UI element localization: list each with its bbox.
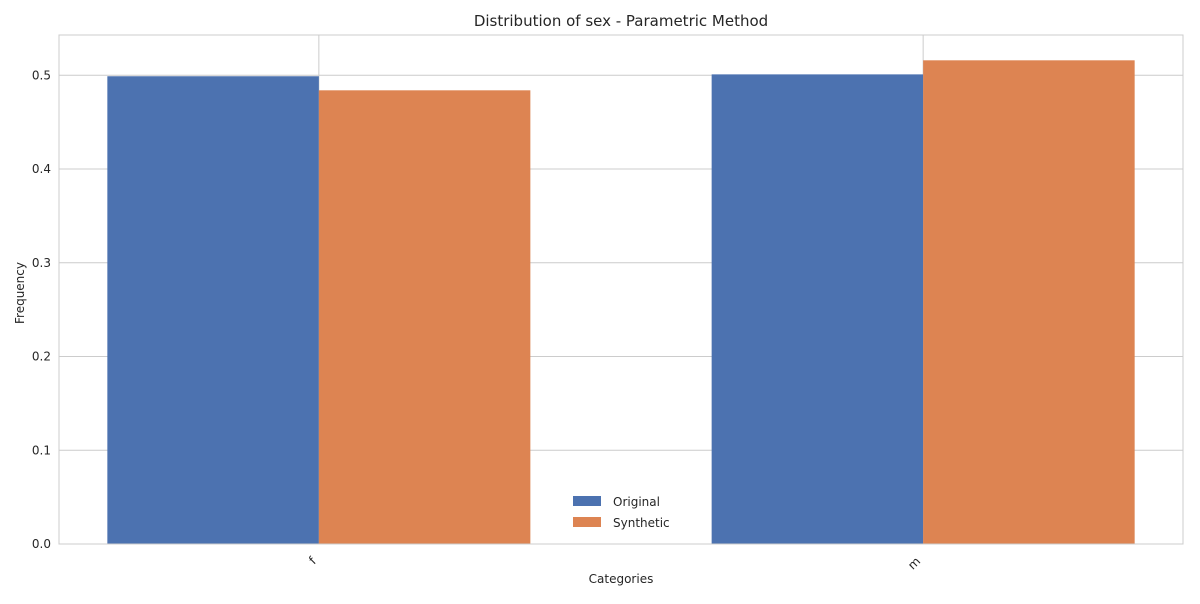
y-tick-label: 0.5 <box>32 68 51 82</box>
legend: Original Synthetic <box>573 495 670 530</box>
plot-area <box>58 34 1184 545</box>
y-axis-ticks: 0.0 0.1 0.2 0.3 0.4 0.5 <box>32 68 51 551</box>
legend-label: Original <box>613 495 660 509</box>
y-axis-label: Frequency <box>13 262 27 324</box>
bar-synthetic-f <box>318 90 531 544</box>
legend-label: Synthetic <box>613 516 670 530</box>
bar-synthetic-m <box>923 60 1135 545</box>
y-tick-label: 0.3 <box>32 256 51 270</box>
y-tick-label: 0.0 <box>32 537 51 551</box>
plot-frame <box>58 34 1184 545</box>
y-tick-label: 0.2 <box>32 350 51 364</box>
x-axis-label: Categories <box>589 572 654 586</box>
bar-original-m <box>711 74 924 544</box>
legend-swatch <box>573 496 601 506</box>
legend-swatch <box>573 517 601 527</box>
chart-title: Distribution of sex - Parametric Method <box>474 12 768 30</box>
y-tick-label: 0.1 <box>32 443 51 457</box>
y-tick-label: 0.4 <box>32 162 51 176</box>
bars <box>107 60 1135 545</box>
bar-original-f <box>107 76 319 544</box>
